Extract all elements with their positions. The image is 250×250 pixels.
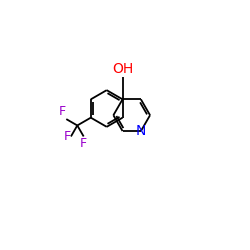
Text: N: N (136, 124, 146, 138)
Text: OH: OH (112, 62, 133, 76)
Text: F: F (63, 130, 70, 143)
Text: F: F (59, 105, 66, 118)
Text: F: F (80, 137, 87, 150)
